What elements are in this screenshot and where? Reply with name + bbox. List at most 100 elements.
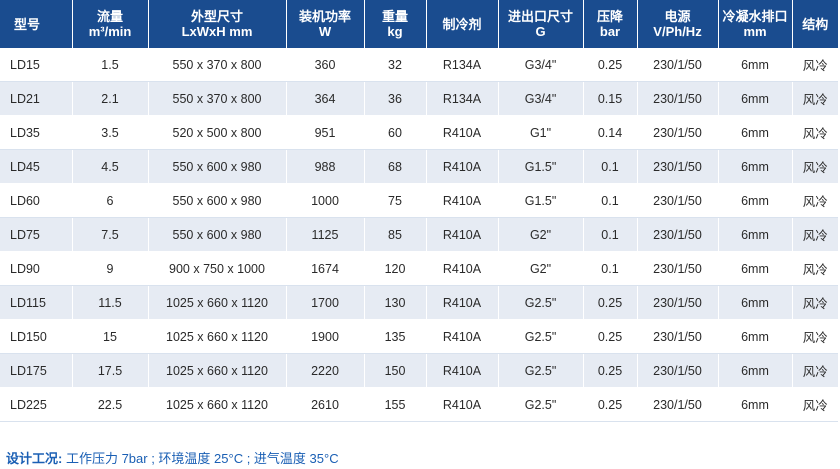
table-cell: 120 xyxy=(364,251,427,286)
column-header-title: 装机功率 xyxy=(298,9,351,24)
table-cell: 230/1/50 xyxy=(637,217,719,252)
table-cell: 1025 x 660 x 1120 xyxy=(148,353,287,388)
table-cell: 0.15 xyxy=(583,81,638,116)
table-cell: 230/1/50 xyxy=(637,149,719,184)
table-cell: 520 x 500 x 800 xyxy=(148,115,287,150)
table-cell: 3.5 xyxy=(72,115,149,150)
table-cell: LD115 xyxy=(0,285,73,320)
table-cell: G2" xyxy=(498,217,584,252)
table-cell: 1025 x 660 x 1120 xyxy=(148,319,287,354)
table-cell: 0.14 xyxy=(583,115,638,150)
table-cell: 0.1 xyxy=(583,183,638,218)
table-cell: 550 x 600 x 980 xyxy=(148,149,287,184)
table-cell: 6mm xyxy=(718,285,793,320)
table-cell: 6mm xyxy=(718,81,793,116)
table-cell: 6mm xyxy=(718,319,793,354)
table-cell: 230/1/50 xyxy=(637,251,719,286)
column-header-title: 冷凝水排口 xyxy=(722,9,788,24)
table-cell: 7.5 xyxy=(72,217,149,252)
table-row: LD35 3.5 520 x 500 x 800 951 60 R410A G1" 0.14 2… xyxy=(0,115,838,150)
column-header: 电源 V/Ph/Hz xyxy=(637,0,719,48)
table-row: LD21 2.1 550 x 370 x 800 364 36 R134A G3/4" 0.1… xyxy=(0,81,838,116)
table-cell: G2.5" xyxy=(498,285,584,320)
table-cell: R410A xyxy=(426,387,499,422)
table-cell: 4.5 xyxy=(72,149,149,184)
table-cell: 6mm xyxy=(718,387,793,422)
table-cell: LD60 xyxy=(0,183,73,218)
table-cell: 230/1/50 xyxy=(637,387,719,422)
table-cell: R134A xyxy=(426,81,499,116)
table-cell: 85 xyxy=(364,217,427,252)
table-cell: 6mm xyxy=(718,183,793,218)
table-cell: 1025 x 660 x 1120 xyxy=(148,285,287,320)
table-cell: 36 xyxy=(364,81,427,116)
table-cell: 风冷 xyxy=(792,387,838,422)
table-cell: 6mm xyxy=(718,149,793,184)
table-row: LD175 17.5 1025 x 660 x 1120 2220 150 R410A G2… xyxy=(0,353,838,388)
column-header-unit: m³/min xyxy=(88,24,132,39)
table-cell: 风冷 xyxy=(792,353,838,388)
column-header-title: 制冷剂 xyxy=(442,16,482,32)
table-cell: R410A xyxy=(426,285,499,320)
table-cell: 0.25 xyxy=(583,48,638,82)
table-cell: 风冷 xyxy=(792,81,838,116)
table-cell: 6mm xyxy=(718,217,793,252)
table-cell: 988 xyxy=(286,149,365,184)
table-cell: 6 xyxy=(72,183,149,218)
table-cell: 风冷 xyxy=(792,217,838,252)
column-header: 进出口尺寸 G xyxy=(498,0,584,48)
table-header: 型号 流量 m³/min 外型尺寸 LxWxH mm 装机功率 W 重量 kg 制冷剂 进出口尺寸 G… xyxy=(0,0,838,48)
column-header: 结构 xyxy=(792,0,838,48)
table-cell: 951 xyxy=(286,115,365,150)
table-cell: R410A xyxy=(426,217,499,252)
table-cell: 6mm xyxy=(718,251,793,286)
table-cell: 230/1/50 xyxy=(637,285,719,320)
table-cell: LD175 xyxy=(0,353,73,388)
column-header: 重量 kg xyxy=(364,0,427,48)
table-cell: 0.25 xyxy=(583,319,638,354)
table-cell: 60 xyxy=(364,115,427,150)
table-cell: 2220 xyxy=(286,353,365,388)
table-cell: 2.1 xyxy=(72,81,149,116)
table-cell: 550 x 600 x 980 xyxy=(148,183,287,218)
design-conditions-text: 工作压力 7bar ; 环境温度 25°C ; 进气温度 35°C xyxy=(65,451,339,466)
table-cell: LD21 xyxy=(0,81,73,116)
table-cell: 1674 xyxy=(286,251,365,286)
table-cell: 6mm xyxy=(718,353,793,388)
table-cell: LD35 xyxy=(0,115,73,150)
table-cell: R410A xyxy=(426,149,499,184)
table-cell: 1900 xyxy=(286,319,365,354)
table-cell: 0.1 xyxy=(583,251,638,286)
column-header-unit: LxWxH mm xyxy=(181,24,253,39)
column-header-title: 进出口尺寸 xyxy=(507,9,573,24)
table-cell: 15 xyxy=(72,319,149,354)
table-cell: 1700 xyxy=(286,285,365,320)
column-header: 装机功率 W xyxy=(286,0,365,48)
table-cell: 17.5 xyxy=(72,353,149,388)
column-header-unit: W xyxy=(318,24,332,39)
table-cell: 364 xyxy=(286,81,365,116)
table-cell: 9 xyxy=(72,251,149,286)
table-cell: 风冷 xyxy=(792,319,838,354)
table-cell: LD45 xyxy=(0,149,73,184)
column-header: 型号 xyxy=(0,0,73,48)
table-cell: G3/4" xyxy=(498,48,584,82)
table-cell: R410A xyxy=(426,183,499,218)
table-cell: 风冷 xyxy=(792,149,838,184)
table-cell: 风冷 xyxy=(792,48,838,82)
column-header: 流量 m³/min xyxy=(72,0,149,48)
table-cell: 75 xyxy=(364,183,427,218)
design-conditions-note: 设计工况: 工作压力 7bar ; 环境温度 25°C ; 进气温度 35°C xyxy=(6,448,339,467)
table-row: LD75 7.5 550 x 600 x 980 1125 85 R410A G2" 0.1 2… xyxy=(0,217,838,252)
table-cell: G2" xyxy=(498,251,584,286)
table-cell: 11.5 xyxy=(72,285,149,320)
table-row: LD225 22.5 1025 x 660 x 1120 2610 155 R410A G2… xyxy=(0,387,838,422)
column-header: 外型尺寸 LxWxH mm xyxy=(148,0,287,48)
table-cell: R410A xyxy=(426,353,499,388)
column-header: 冷凝水排口 mm xyxy=(718,0,793,48)
table-cell: 2610 xyxy=(286,387,365,422)
table-cell: 风冷 xyxy=(792,115,838,150)
table-cell: LD90 xyxy=(0,251,73,286)
table-row: LD115 11.5 1025 x 660 x 1120 1700 130 R410A G2… xyxy=(0,285,838,320)
